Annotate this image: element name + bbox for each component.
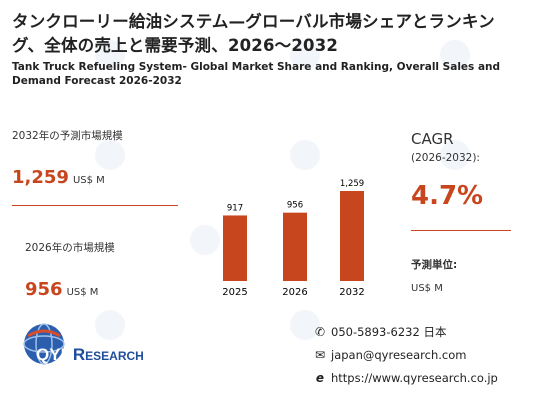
unit-value: US$ M	[411, 283, 443, 294]
page-title: タンクローリー給油システム—グローバル市場シェアとランキング、全体の売上と需要予…	[12, 12, 495, 55]
contact-email: ✉ japan@qyresearch.com	[313, 348, 466, 362]
bar-value-label: 956	[287, 201, 303, 211]
watermark	[95, 310, 125, 340]
watermark	[440, 40, 470, 70]
watermark	[290, 40, 320, 70]
forecast-value: 1,259	[12, 167, 69, 188]
forecast-value-row: 1,259 US$ M	[12, 167, 105, 188]
phone-text: 050-5893-6232 日本	[331, 325, 447, 339]
web-icon: e	[315, 371, 325, 385]
bar-2026	[283, 212, 307, 281]
envelope-icon: ✉	[314, 348, 326, 362]
bar-value-label: 1,259	[340, 179, 364, 189]
cagr-period: (2026-2032):	[411, 152, 480, 164]
cagr-title: CAGR	[411, 130, 454, 148]
current-value-row: 956 US$ M	[25, 279, 98, 300]
bar-2025	[223, 215, 247, 281]
watermark	[95, 140, 125, 170]
email-text[interactable]: japan@qyresearch.com	[331, 348, 467, 362]
bar-chart: 917 2025 956 2026 1,259 2032	[222, 179, 364, 298]
category-label: 2026	[282, 287, 307, 298]
contact-phone: ✆ 050-5893-6232 日本	[313, 324, 446, 340]
unit-label: 予測単位:	[411, 259, 458, 271]
current-value: 956	[25, 279, 63, 300]
logo-globe	[22, 322, 66, 366]
logo-q: Q	[36, 345, 50, 364]
url-text[interactable]: https://www.qyresearch.co.jp	[331, 371, 498, 385]
category-label: 2025	[222, 287, 247, 298]
category-label: 2032	[339, 287, 364, 298]
logo-text: QYRRESEARCH	[36, 345, 144, 365]
logo-yr: YR	[49, 345, 73, 364]
page-subtitle: Tank Truck Refueling System- Global Mark…	[12, 61, 501, 87]
watermark	[190, 225, 220, 255]
watermark	[290, 140, 320, 170]
forecast-label: 2032年の予測市場規模	[12, 130, 123, 142]
contact-web: e https://www.qyresearch.co.jp	[313, 371, 498, 385]
bar-2032	[340, 191, 364, 281]
cagr-value: 4.7%	[411, 181, 484, 211]
current-unit: US$ M	[66, 287, 99, 298]
logo-r: R	[72, 345, 86, 364]
logo-research: ESEARCH	[85, 349, 144, 363]
watermark	[95, 40, 125, 70]
watermark	[440, 140, 470, 170]
current-label: 2026年の市場規模	[25, 242, 115, 254]
forecast-unit: US$ M	[72, 175, 105, 186]
bar-value-label: 917	[227, 203, 243, 213]
divider	[411, 230, 511, 231]
phone-icon: ✆	[314, 325, 326, 339]
divider	[12, 205, 178, 206]
watermark	[290, 310, 320, 340]
